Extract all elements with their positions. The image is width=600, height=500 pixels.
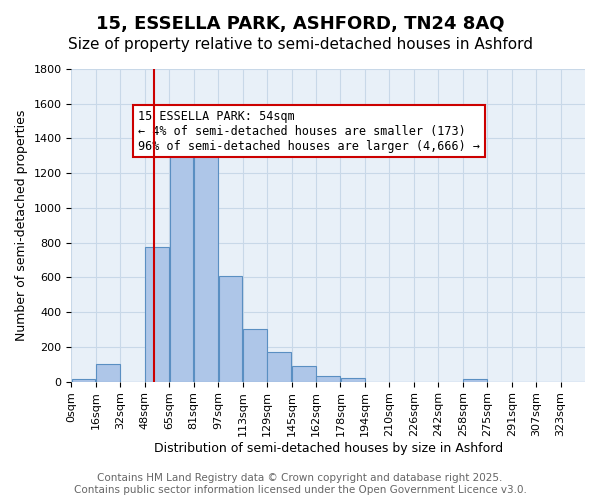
Bar	[72, 379, 95, 382]
Text: Size of property relative to semi-detached houses in Ashford: Size of property relative to semi-detach…	[67, 38, 533, 52]
Bar	[316, 376, 340, 382]
Bar	[170, 130, 193, 382]
Bar	[292, 366, 316, 382]
Bar	[268, 352, 291, 382]
Bar	[218, 276, 242, 382]
X-axis label: Distribution of semi-detached houses by size in Ashford: Distribution of semi-detached houses by …	[154, 442, 503, 455]
Text: 15, ESSELLA PARK, ASHFORD, TN24 8AQ: 15, ESSELLA PARK, ASHFORD, TN24 8AQ	[96, 15, 504, 33]
Text: 15 ESSELLA PARK: 54sqm
← 4% of semi-detached houses are smaller (173)
96% of sem: 15 ESSELLA PARK: 54sqm ← 4% of semi-deta…	[138, 110, 480, 152]
Bar	[96, 364, 120, 382]
Bar	[463, 379, 487, 382]
Bar	[243, 330, 266, 382]
Text: Contains HM Land Registry data © Crown copyright and database right 2025.
Contai: Contains HM Land Registry data © Crown c…	[74, 474, 526, 495]
Bar	[194, 141, 218, 382]
Bar	[341, 378, 365, 382]
Bar	[145, 247, 169, 382]
Y-axis label: Number of semi-detached properties: Number of semi-detached properties	[15, 110, 28, 341]
